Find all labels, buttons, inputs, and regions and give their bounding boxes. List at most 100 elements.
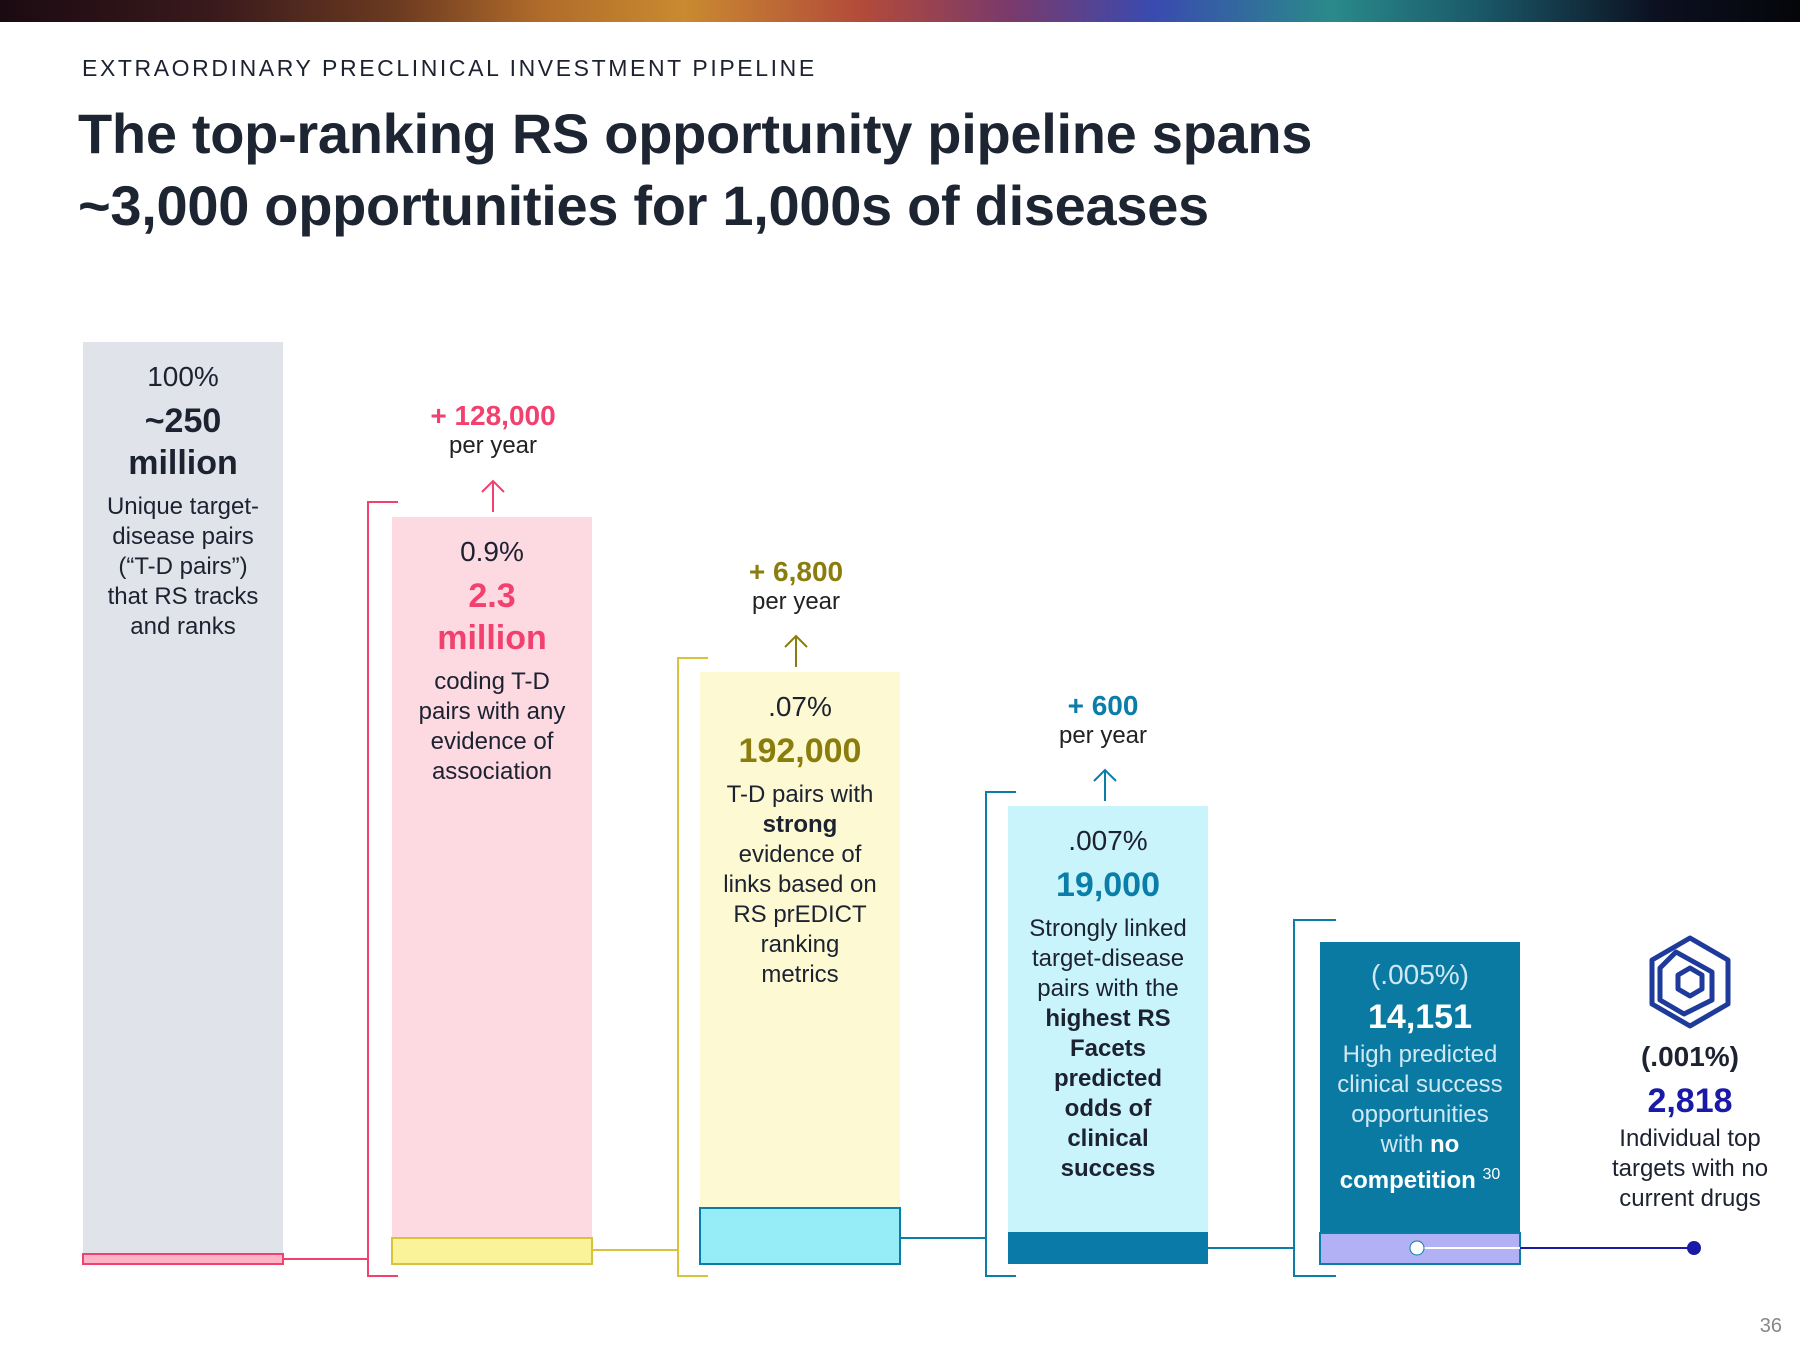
- bracket-stage-3: [677, 657, 708, 1277]
- addition-unit: per year: [448, 432, 538, 459]
- bar-stage-1: [83, 342, 283, 1264]
- page-number: 36: [1759, 1315, 1782, 1337]
- desc-line: association: [431, 758, 553, 785]
- section-kicker: EXTRAORDINARY PRECLINICAL INVESTMENT PIP…: [82, 55, 817, 81]
- arrow-head-stage-3: [784, 634, 808, 648]
- stage-percent: (.005%): [1370, 959, 1470, 990]
- desc-line: evidence of: [738, 841, 862, 868]
- strip-stage-1: [82, 1253, 284, 1265]
- stage-value: ~250 million: [83, 400, 283, 484]
- stage-value: 192,000: [738, 732, 862, 770]
- addition-stage-4: + 600 per year: [1003, 690, 1203, 750]
- desc-line: current drugs: [1619, 1185, 1761, 1212]
- desc-line: with no: [1320, 1130, 1520, 1160]
- stage-value: 2,818: [1647, 1082, 1733, 1120]
- bracket-stage-2: [367, 501, 398, 1277]
- desc-line: targets with no: [1611, 1155, 1769, 1182]
- addition-unit: per year: [751, 588, 841, 615]
- bar-stage-3: [700, 672, 900, 1264]
- bar-stage-4: [1008, 806, 1208, 1264]
- footnote-marker: 30: [1482, 1166, 1501, 1183]
- stage-percent: .007%: [1068, 825, 1148, 856]
- desc-line: (“T-D pairs”): [118, 553, 248, 580]
- stage-4-label: .007% 19,000 Strongly linked target-dise…: [1008, 826, 1208, 1184]
- stage-percent: .07%: [768, 691, 832, 722]
- stage-value-line: million: [437, 619, 547, 657]
- addition-stage-3: + 6,800 per year: [696, 556, 896, 616]
- stage-5-label: (.005%) 14,151 High predicted clinical s…: [1320, 960, 1520, 1196]
- addition-unit: per year: [1058, 722, 1148, 749]
- desc-line: and ranks: [130, 613, 236, 640]
- arrow-head-stage-2: [481, 479, 505, 493]
- desc-line: Strongly linked: [1029, 915, 1187, 942]
- desc-line: links based on: [723, 871, 877, 898]
- desc-line-bold: clinical: [1067, 1125, 1149, 1152]
- desc-line-bold: highest RS: [1045, 1005, 1171, 1032]
- stage-value-line: ~250: [144, 402, 222, 440]
- desc-line: T-D pairs with: [726, 781, 874, 808]
- desc-line: clinical success: [1337, 1071, 1503, 1098]
- stage-1-label: 100% ~250 million Unique target- disease…: [83, 362, 283, 642]
- desc-line: pairs with any: [418, 698, 566, 725]
- stage-value: 19,000: [1056, 866, 1160, 904]
- stage-value-line: 2.3: [468, 577, 516, 615]
- stage-3-label: .07% 192,000 T-D pairs with strong evide…: [700, 692, 900, 990]
- stage-6-label: (.001%) 2,818 Individual top targets wit…: [1590, 1042, 1790, 1214]
- strip-stage-3: [699, 1207, 901, 1265]
- page-title: The top-ranking RS opportunity pipeline …: [78, 98, 1312, 242]
- stage-description: Unique target- disease pairs (“T-D pairs…: [83, 492, 283, 642]
- stage-percent: 100%: [147, 361, 219, 392]
- connector-dot-start: [1409, 1240, 1425, 1256]
- addition-value: + 600: [1067, 690, 1139, 721]
- stage-description: T-D pairs with strong evidence of links …: [700, 780, 900, 990]
- connector-dot-end: [1687, 1241, 1701, 1255]
- desc-line: pairs with the: [1037, 975, 1179, 1002]
- desc-line: opportunities: [1351, 1101, 1489, 1128]
- stage-description: Individual top targets with no current d…: [1590, 1124, 1790, 1214]
- desc-line: metrics: [761, 961, 839, 988]
- desc-line: target-disease: [1031, 945, 1185, 972]
- title-line-1: The top-ranking RS opportunity pipeline …: [78, 102, 1313, 165]
- bracket-stage-4: [985, 791, 1016, 1277]
- desc-line-bold: odds of: [1064, 1095, 1152, 1122]
- desc-line: competition 30: [1320, 1160, 1520, 1196]
- bracket-stage-5: [1293, 919, 1336, 1277]
- stage-description: coding T-D pairs with any evidence of as…: [392, 667, 592, 787]
- arrow-head-stage-4: [1093, 768, 1117, 782]
- addition-value: + 6,800: [748, 556, 844, 587]
- bar-stage-5: [1320, 942, 1520, 1264]
- stage-value-line: million: [128, 444, 238, 482]
- bar-stage-2: [392, 517, 592, 1264]
- desc-line: Unique target-: [106, 493, 260, 520]
- desc-line: ranking: [760, 931, 840, 958]
- desc-line-bold: strong: [762, 811, 838, 838]
- strip-stage-2: [391, 1237, 593, 1265]
- desc-line-bold: success: [1060, 1155, 1156, 1182]
- stage-value: 14,151: [1368, 998, 1472, 1036]
- stage-value: 2.3 million: [392, 575, 592, 659]
- stage-description: High predicted clinical success opportun…: [1320, 1040, 1520, 1196]
- desc-line: High predicted: [1342, 1041, 1498, 1068]
- top-gradient-bar: [0, 0, 1800, 22]
- stage-percent: (.001%): [1640, 1041, 1740, 1072]
- desc-line: RS prEDICT: [733, 901, 867, 928]
- stage-2-label: 0.9% 2.3 million coding T-D pairs with a…: [392, 537, 592, 787]
- stage-percent: 0.9%: [460, 536, 524, 567]
- desc-line: evidence of: [430, 728, 554, 755]
- desc-line: disease pairs: [112, 523, 254, 550]
- stage-description: Strongly linked target-disease pairs wit…: [1008, 914, 1208, 1184]
- desc-line-bold: predicted: [1053, 1065, 1163, 1092]
- desc-line: coding T-D: [434, 668, 550, 695]
- desc-line-bold: Facets: [1069, 1035, 1147, 1062]
- addition-stage-2: + 128,000 per year: [393, 400, 593, 460]
- addition-value: + 128,000: [430, 400, 556, 431]
- desc-word: with: [1380, 1131, 1424, 1158]
- desc-word-bold: no: [1430, 1131, 1460, 1158]
- desc-word-bold: competition: [1339, 1167, 1476, 1194]
- rs-logo-icon: [1649, 935, 1731, 1029]
- desc-line: that RS tracks: [107, 583, 259, 610]
- desc-line: Individual top: [1619, 1125, 1761, 1152]
- strip-stage-4: [1008, 1232, 1208, 1264]
- title-line-2: ~3,000 opportunities for 1,000s of disea…: [78, 174, 1209, 237]
